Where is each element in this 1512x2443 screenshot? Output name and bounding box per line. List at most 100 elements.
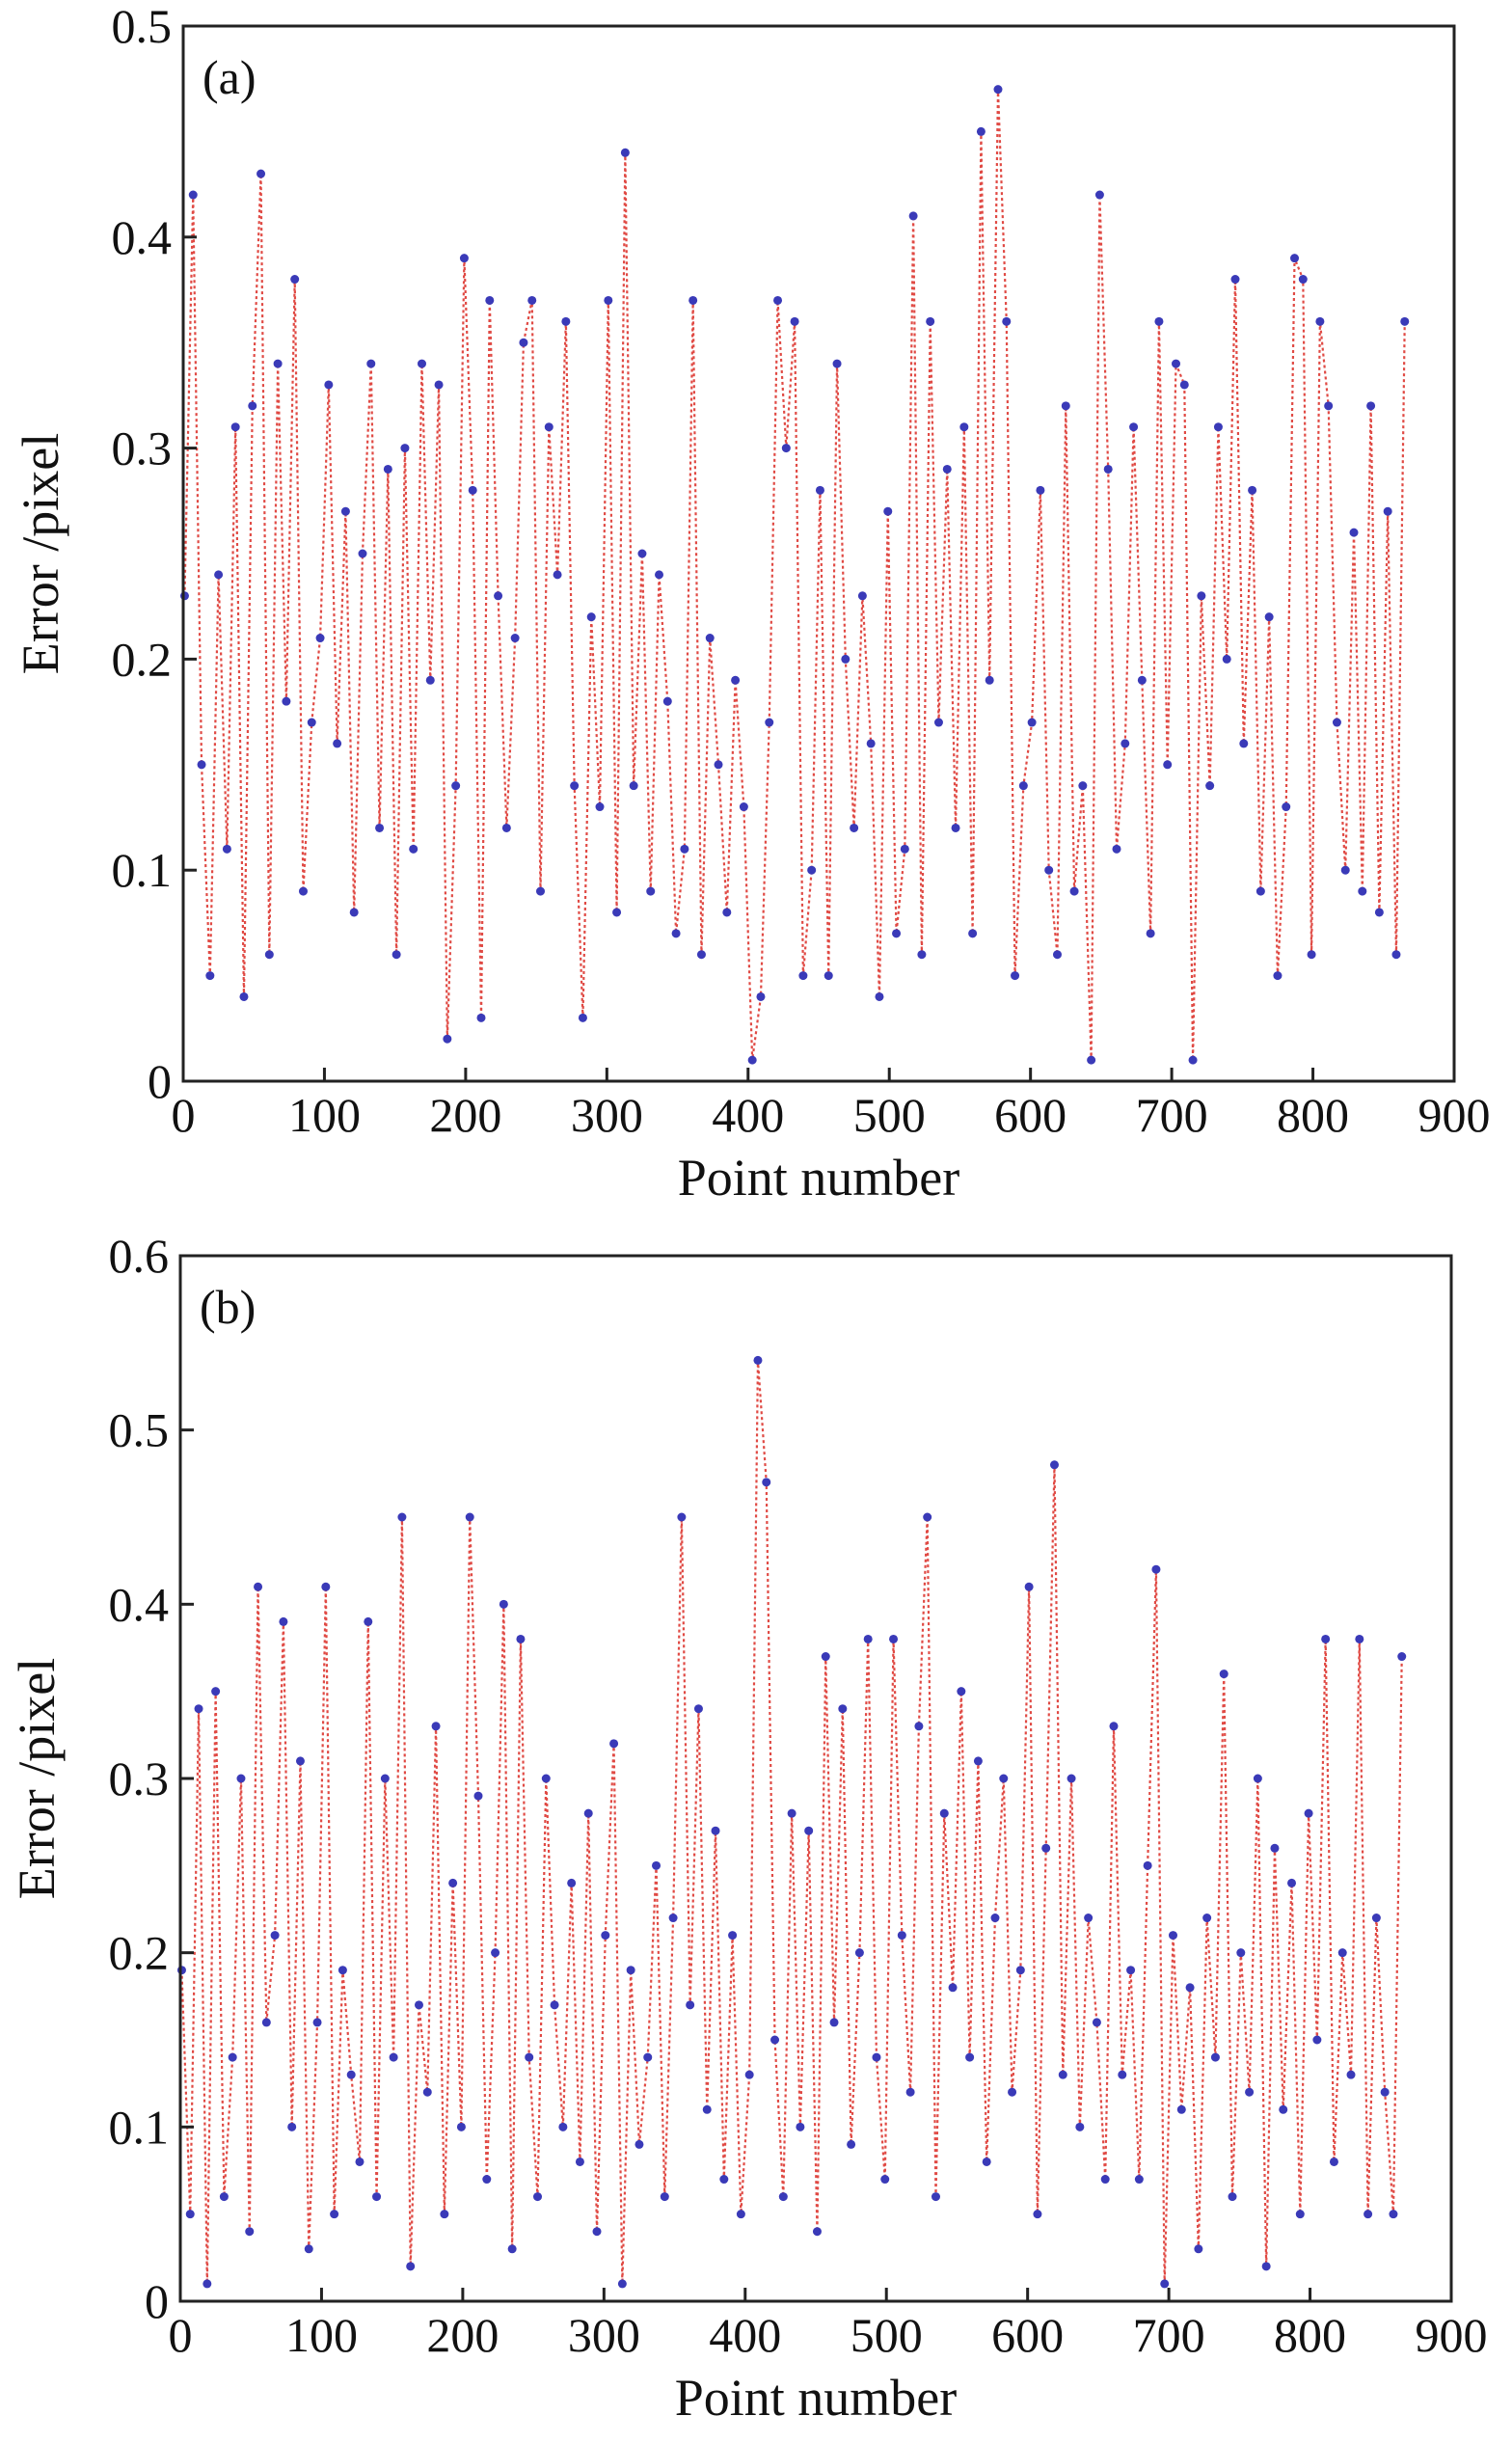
data-point — [731, 675, 741, 685]
x-tick-label: 400 — [709, 2308, 781, 2362]
data-point — [1248, 485, 1257, 495]
data-point — [392, 950, 401, 960]
data-point — [1134, 2175, 1144, 2185]
data-point — [985, 675, 994, 685]
data-point — [1202, 1914, 1212, 1923]
data-point — [256, 169, 266, 178]
data-point — [854, 1948, 864, 1958]
data-point — [1346, 2070, 1356, 2079]
data-point — [533, 2192, 543, 2202]
data-point — [473, 1791, 483, 1801]
data-point — [951, 823, 960, 832]
data-point — [1078, 781, 1088, 791]
data-point — [1188, 1055, 1198, 1065]
data-point — [239, 991, 249, 1001]
data-point — [671, 929, 681, 938]
data-point — [366, 359, 376, 368]
data-point — [900, 844, 909, 854]
data-point — [375, 823, 385, 832]
y-tick-label: 0.5 — [109, 1403, 170, 1457]
data-point — [1154, 316, 1164, 326]
x-tick-label: 600 — [994, 1088, 1066, 1142]
data-point — [999, 1774, 1009, 1783]
y-tick-label: 0.4 — [112, 210, 173, 264]
data-point — [1044, 865, 1054, 875]
y-tick-label: 0.2 — [112, 632, 173, 686]
data-point — [304, 2244, 313, 2254]
data-point — [1304, 1808, 1313, 1818]
data-point — [933, 718, 943, 727]
x-tick-label: 200 — [426, 2308, 499, 2362]
data-point — [1061, 401, 1070, 411]
data-point — [465, 1512, 474, 1522]
data-point — [660, 2192, 669, 2202]
data-point — [1087, 1055, 1096, 1065]
data-point — [561, 316, 571, 326]
data-point — [883, 506, 893, 516]
data-point — [1321, 1634, 1331, 1643]
data-point — [620, 148, 630, 157]
data-point — [850, 823, 859, 832]
data-point — [968, 929, 978, 938]
data-point — [315, 634, 325, 643]
data-point — [372, 2192, 382, 2202]
data-point — [358, 549, 367, 558]
data-point — [1109, 1722, 1119, 1731]
data-point — [1253, 1774, 1262, 1783]
data-point — [1146, 929, 1155, 938]
data-point — [957, 1687, 966, 1697]
data-point — [1315, 316, 1325, 326]
data-point — [1349, 528, 1359, 537]
data-point — [1036, 485, 1045, 495]
data-point — [765, 718, 774, 727]
data-point — [425, 675, 435, 685]
data-point — [550, 2000, 559, 2010]
data-point — [917, 950, 927, 960]
data-point — [756, 991, 766, 1001]
data-point — [202, 2279, 212, 2289]
data-point — [346, 2070, 356, 2079]
data-point — [668, 1914, 678, 1923]
data-point — [558, 2122, 568, 2131]
data-point — [1282, 802, 1291, 812]
data-point — [400, 444, 410, 453]
data-point — [414, 2000, 423, 2010]
data-point — [1261, 2262, 1271, 2271]
data-point — [578, 1013, 587, 1022]
data-point — [553, 570, 562, 580]
data-point — [948, 1983, 958, 1993]
data-point — [383, 464, 392, 474]
data-point — [1273, 971, 1282, 981]
data-point — [1008, 2087, 1017, 2097]
data-point — [499, 1599, 508, 1609]
data-point — [1137, 675, 1147, 685]
data-point — [1112, 844, 1121, 854]
data-point — [796, 2122, 805, 2131]
data-point — [295, 1756, 305, 1766]
data-point — [1364, 2210, 1373, 2219]
data-point — [1400, 316, 1410, 326]
data-point — [1185, 1983, 1195, 1993]
data-point — [1092, 2018, 1101, 2027]
data-point — [211, 1687, 221, 1697]
data-point — [965, 2052, 975, 2062]
data-point — [1015, 1966, 1025, 1975]
data-point — [544, 422, 554, 432]
data-point — [389, 2052, 398, 2062]
data-point — [1391, 950, 1401, 960]
data-point — [1197, 591, 1206, 601]
x-tick-label: 900 — [1418, 1088, 1491, 1142]
data-point — [770, 2035, 780, 2045]
data-point — [655, 570, 664, 580]
data-point — [476, 1013, 486, 1022]
data-point — [696, 950, 706, 960]
data-point — [714, 760, 723, 770]
data-point — [1210, 2052, 1220, 2062]
data-point — [1041, 1843, 1051, 1853]
data-point — [443, 1034, 452, 1044]
data-point — [1380, 2087, 1390, 2097]
data-point — [1270, 1843, 1280, 1853]
data-point — [355, 2157, 364, 2166]
series-line — [183, 89, 1406, 1061]
y-tick-label: 0.3 — [109, 1751, 170, 1805]
